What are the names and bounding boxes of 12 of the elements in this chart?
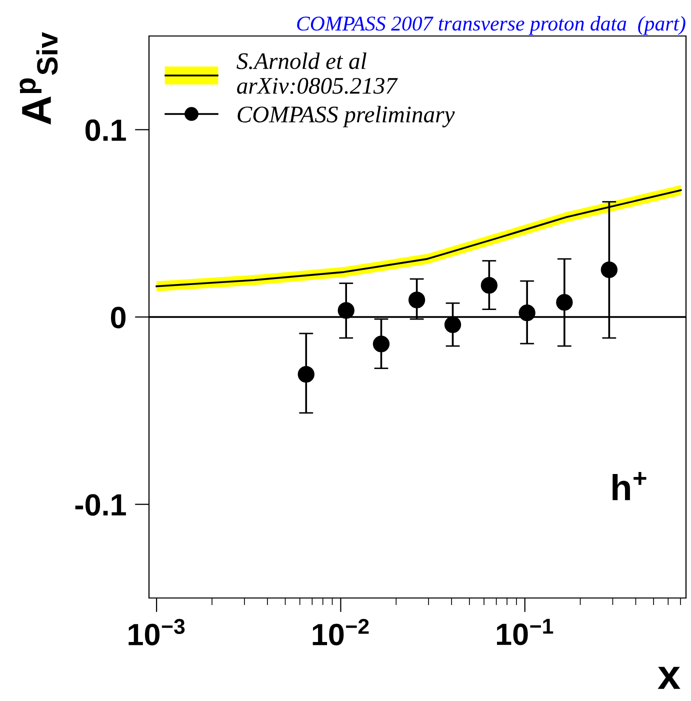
chart-title: COMPASS 2007 transverse proton data (part) xyxy=(297,16,686,35)
x-axis-title: x xyxy=(658,666,680,689)
y-tick-label: -0.1 xyxy=(75,494,126,516)
legend-label: COMPASS preliminary xyxy=(238,106,455,128)
legend-label: S.Arnold et al arXiv:0805.2137 xyxy=(236,52,398,94)
y-axis-title: A$^{p}$$_{Siv}$ xyxy=(20,32,58,124)
x-tick-label: 10$^{−1}$ xyxy=(496,618,554,646)
x-tick-label: 10$^{−2}$ xyxy=(312,618,369,646)
x-tick-label: 10$^{−3}$ xyxy=(128,618,185,646)
y-tick-label: 0.1 xyxy=(86,119,126,142)
y-tick-label: 0 xyxy=(110,306,126,328)
annotation: h$^{+}$ xyxy=(612,472,646,500)
